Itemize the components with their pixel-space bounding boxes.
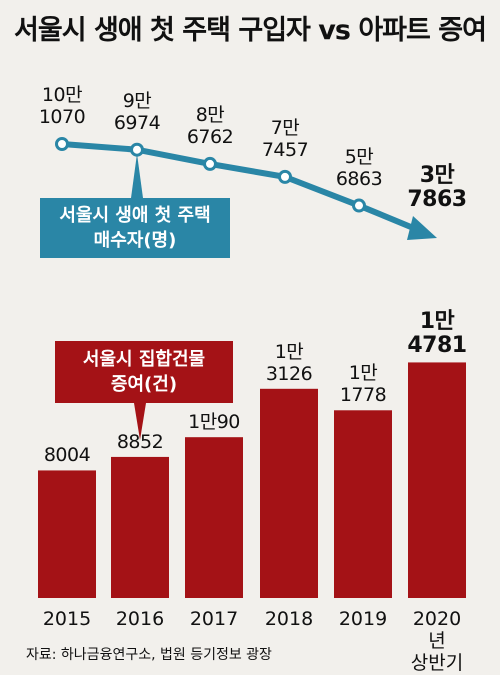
bar-value-label-line: 8852 <box>116 430 164 453</box>
line-value-label: 5만 6863 <box>309 146 409 190</box>
line-series-path <box>61 141 425 235</box>
bar-value-label-line: 3126 <box>265 362 313 385</box>
line-value-label-line: 8만 <box>195 103 225 126</box>
bar-chart <box>38 362 466 598</box>
line-callout-text-2: 매수자(명) <box>93 230 177 251</box>
line-value-label-line: 6863 <box>335 167 383 190</box>
line-point <box>278 169 292 184</box>
line-value-label-line: 6974 <box>113 111 161 134</box>
bar-value-label-line: 1만 <box>274 340 304 363</box>
x-tick-sublabel: 상반기 <box>410 652 464 674</box>
bar-series-callout: 서울시 집합건물 증여(건) <box>55 341 233 403</box>
x-tick-label-main: 2016 <box>115 608 165 630</box>
bar <box>260 388 318 598</box>
bar-value-label-line: 1만 <box>348 362 378 385</box>
bar-callout-text-2: 증여(건) <box>110 374 178 395</box>
chart-title: 서울시 생애 첫 주택 구입자 vs 아파트 증여 <box>14 15 487 46</box>
bar-value-label: 8852 <box>90 431 190 453</box>
bar-callout-text-1: 서울시 집합건물 <box>82 349 206 370</box>
x-tick-label-main: 2017 <box>189 608 239 630</box>
line-value-label-line: 7863 <box>407 187 467 212</box>
source-note: 자료: 하나금융연구소, 법원 등기정보 광장 <box>26 647 272 663</box>
bar-value-label-line: 1778 <box>339 384 387 407</box>
line-chart <box>55 137 437 240</box>
bar-value-label: 1만 3126 <box>239 341 339 385</box>
line-value-label-line: 1070 <box>38 106 86 128</box>
line-value-label-line: 3만 <box>419 163 455 188</box>
bar-callout-pointer <box>134 403 146 440</box>
bar-value-label-line: 1만90 <box>188 411 240 434</box>
bar <box>185 437 243 598</box>
x-tick-label: 2015 <box>37 608 97 630</box>
x-tick-label-main: 2020년 <box>412 608 462 652</box>
line-value-label: 3만 7863 <box>387 164 487 212</box>
bar-value-label: 1만 4781 <box>387 310 487 358</box>
line-value-label: 7만 7457 <box>235 117 335 161</box>
line-value-label-line: 7만 <box>270 116 300 139</box>
line-callout-text-1: 서울시 생애 첫 주택 <box>59 205 211 226</box>
x-tick-label-main: 2015 <box>42 608 92 630</box>
line-value-label-line: 9만 <box>122 89 152 112</box>
line-point <box>352 198 366 213</box>
bar-value-label: 8004 <box>17 444 117 466</box>
x-tick-label: 2019 <box>333 608 393 630</box>
bar-value-label-line: 4781 <box>407 333 467 359</box>
bar <box>111 456 169 598</box>
x-tick-label-main: 2018 <box>264 608 314 630</box>
x-tick-label: 2017 <box>184 608 244 630</box>
bar-value-label: 1만 1778 <box>313 362 413 406</box>
bar-value-label-line: 1만 <box>419 309 455 335</box>
line-value-label-line: 10만 <box>41 84 83 106</box>
line-value-label: 8만 6762 <box>160 104 260 148</box>
line-point <box>55 137 69 151</box>
line-value-label: 9만 6974 <box>87 90 187 134</box>
x-tick-label: 2016 <box>110 608 170 630</box>
line-point <box>203 156 217 171</box>
bar <box>38 470 96 598</box>
x-tick-label-main: 2019 <box>338 608 388 630</box>
line-value-label-line: 5만 <box>344 145 374 168</box>
bar-value-label-line: 8004 <box>43 444 91 467</box>
line-value-label: 10만 1070 <box>12 84 112 128</box>
bar-value-label: 1만90 <box>164 411 264 433</box>
line-callout-pointer <box>131 153 143 198</box>
line-value-label-line: 7457 <box>261 138 309 161</box>
line-series-callout: 서울시 생애 첫 주택 매수자(명) <box>40 198 230 258</box>
line-point <box>130 142 144 157</box>
line-arrow-head <box>407 216 437 240</box>
line-value-label-line: 6762 <box>186 125 234 148</box>
bar <box>334 410 392 598</box>
x-tick-label: 2018 <box>259 608 319 630</box>
bar <box>408 362 466 598</box>
x-tick-label: 2020년 상반기 <box>407 608 467 674</box>
